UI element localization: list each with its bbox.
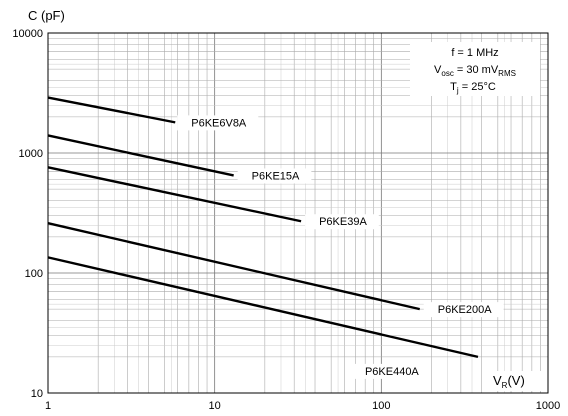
series-label-bg (237, 168, 312, 184)
series-line (47, 256, 479, 359)
conditions-box (410, 42, 540, 96)
series-line (47, 96, 176, 124)
conditions-vosc-unit: RMS (498, 69, 516, 78)
y-axis-label: C (pF) (28, 8, 65, 23)
conditions-tj-main: T (450, 81, 457, 93)
series-label-bg (305, 214, 379, 230)
series-label: P6KE6V8A (191, 117, 247, 129)
x-axis-label-main: V (493, 373, 502, 388)
series-label: P6KE440A (365, 366, 419, 378)
series-line (47, 222, 421, 311)
series-label: P6KE39A (319, 216, 367, 228)
conditions-vosc-sub: osc (441, 69, 453, 78)
conditions-tj-value: = 25°C (459, 81, 496, 93)
y-tick-label: 10000 (12, 28, 43, 40)
conditions-vosc-main: V (434, 64, 442, 76)
x-tick-label: 100 (372, 400, 390, 412)
y-tick-label: 10 (31, 388, 43, 400)
series-line (47, 166, 302, 223)
y-tick-label: 100 (25, 268, 43, 280)
plot-frame (47, 32, 549, 394)
conditions-vosc-value: = 30 mV (454, 64, 499, 76)
x-axis-label-sub: R (502, 381, 508, 390)
x-axis-label-bg (488, 371, 544, 391)
x-tick-label: 1000 (536, 400, 560, 412)
series-line (47, 134, 234, 177)
series-label-bg (423, 302, 504, 318)
conditions-tj-sub: j (456, 86, 459, 95)
conditions-vosc: Vosc = 30 mVRMS (434, 64, 516, 78)
series-label-bg (177, 115, 259, 131)
series-layer: P6KE6V8A P6KE15A P6KE39A P6KE200A P6KE440A (47, 96, 504, 379)
x-tick-label: 1 (45, 400, 51, 412)
conditions-tj: Tj = 25°C (450, 81, 496, 95)
series-label: P6KE15A (252, 170, 300, 182)
series-label-bg (350, 363, 431, 379)
x-tick-label: 10 (209, 400, 221, 412)
x-axis-label: VR(V) (493, 373, 525, 390)
y-tick-label: 1000 (19, 148, 43, 160)
series-label: P6KE200A (438, 304, 492, 316)
conditions-frequency: f = 1 MHz (451, 47, 498, 59)
x-axis-label-unit: (V) (507, 373, 524, 388)
